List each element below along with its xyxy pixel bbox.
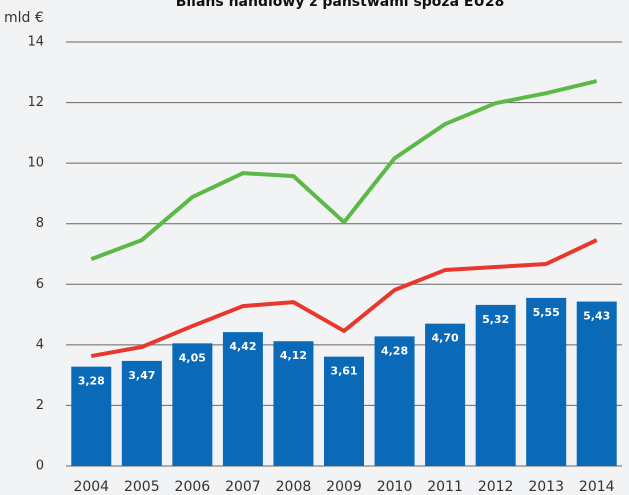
data-label: 4,42 [229, 340, 256, 353]
bar [526, 297, 567, 466]
bar [273, 341, 314, 466]
line [90, 238, 598, 359]
y-tick-label: 8 [36, 216, 44, 231]
bar [71, 366, 112, 466]
bar [121, 360, 162, 466]
x-tick-label: 2009 [326, 479, 362, 495]
y-axis-label: mld € [4, 10, 44, 26]
data-label: 4,12 [280, 349, 307, 362]
y-tick-label: 4 [36, 337, 44, 352]
data-label: 4,05 [179, 351, 206, 364]
line [90, 79, 598, 262]
bar [172, 343, 213, 466]
x-tick-label: 2004 [73, 479, 109, 495]
bar [374, 336, 415, 466]
x-tick-label: 2005 [124, 479, 160, 495]
y-tick-label: 0 [36, 459, 44, 474]
x-tick-label: 2010 [377, 479, 413, 495]
x-tick-label: 2007 [225, 479, 261, 495]
bar [576, 301, 617, 466]
x-tick-label: 2014 [579, 479, 615, 495]
x-tick-label: 2006 [175, 479, 211, 495]
y-tick-label: 6 [36, 277, 44, 292]
bar [475, 304, 516, 466]
bar [324, 356, 364, 466]
data-label: 4,28 [381, 344, 408, 357]
data-label: 3,28 [78, 375, 105, 388]
bar [222, 332, 263, 466]
x-tick-label: 2008 [276, 479, 312, 495]
data-label: 3,61 [330, 365, 357, 378]
data-label: 4,70 [432, 332, 459, 345]
y-tick-label: 14 [27, 35, 44, 50]
data-label: 5,32 [482, 313, 509, 326]
x-tick-label: 2012 [478, 479, 514, 495]
data-label: 3,47 [128, 369, 155, 382]
chart-title: Bilans handlowy z państwami spoza EU28 [176, 0, 505, 10]
x-tick-label: 2013 [528, 479, 564, 495]
data-label: 5,43 [583, 310, 610, 323]
y-tick-label: 10 [27, 156, 44, 171]
bar [425, 323, 466, 466]
y-tick-label: 12 [27, 95, 44, 110]
data-label: 5,55 [533, 306, 560, 319]
y-tick-label: 2 [36, 398, 44, 413]
x-tick-label: 2011 [427, 479, 463, 495]
